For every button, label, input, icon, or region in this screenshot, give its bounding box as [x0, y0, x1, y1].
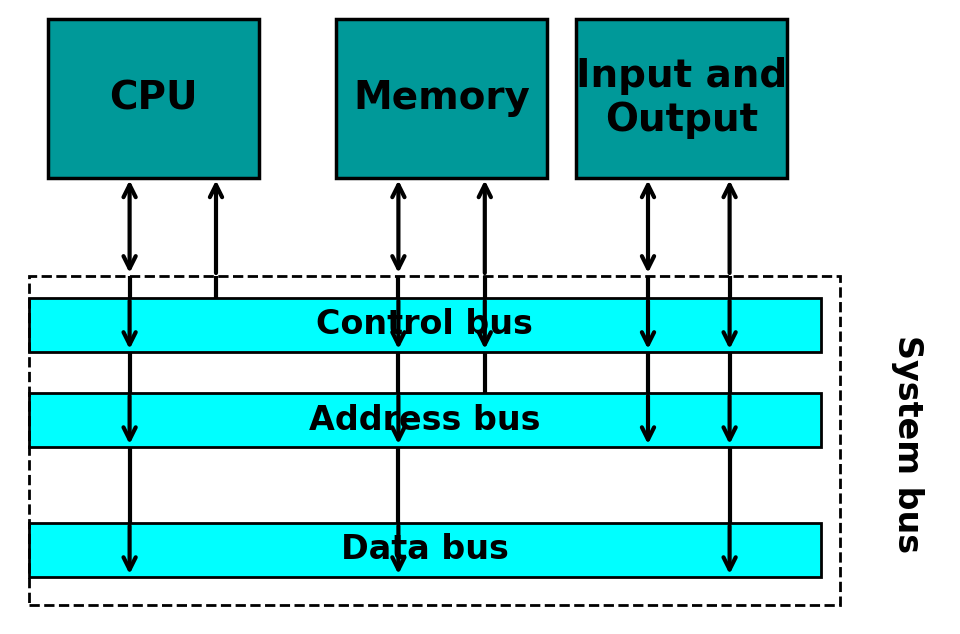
Text: Address bus: Address bus — [309, 403, 540, 437]
Bar — [29, 276, 840, 605]
Text: CPU: CPU — [109, 79, 198, 117]
Text: Input and
Output: Input and Output — [576, 57, 787, 139]
Text: Control bus: Control bus — [317, 308, 533, 342]
Bar — [29, 523, 821, 577]
Bar — [336, 19, 547, 178]
Bar — [29, 298, 821, 352]
Text: Memory: Memory — [353, 79, 530, 117]
Text: Data bus: Data bus — [341, 533, 509, 567]
Bar — [48, 19, 259, 178]
Bar — [576, 19, 787, 178]
Text: System bus: System bus — [891, 335, 924, 553]
Bar — [29, 393, 821, 447]
